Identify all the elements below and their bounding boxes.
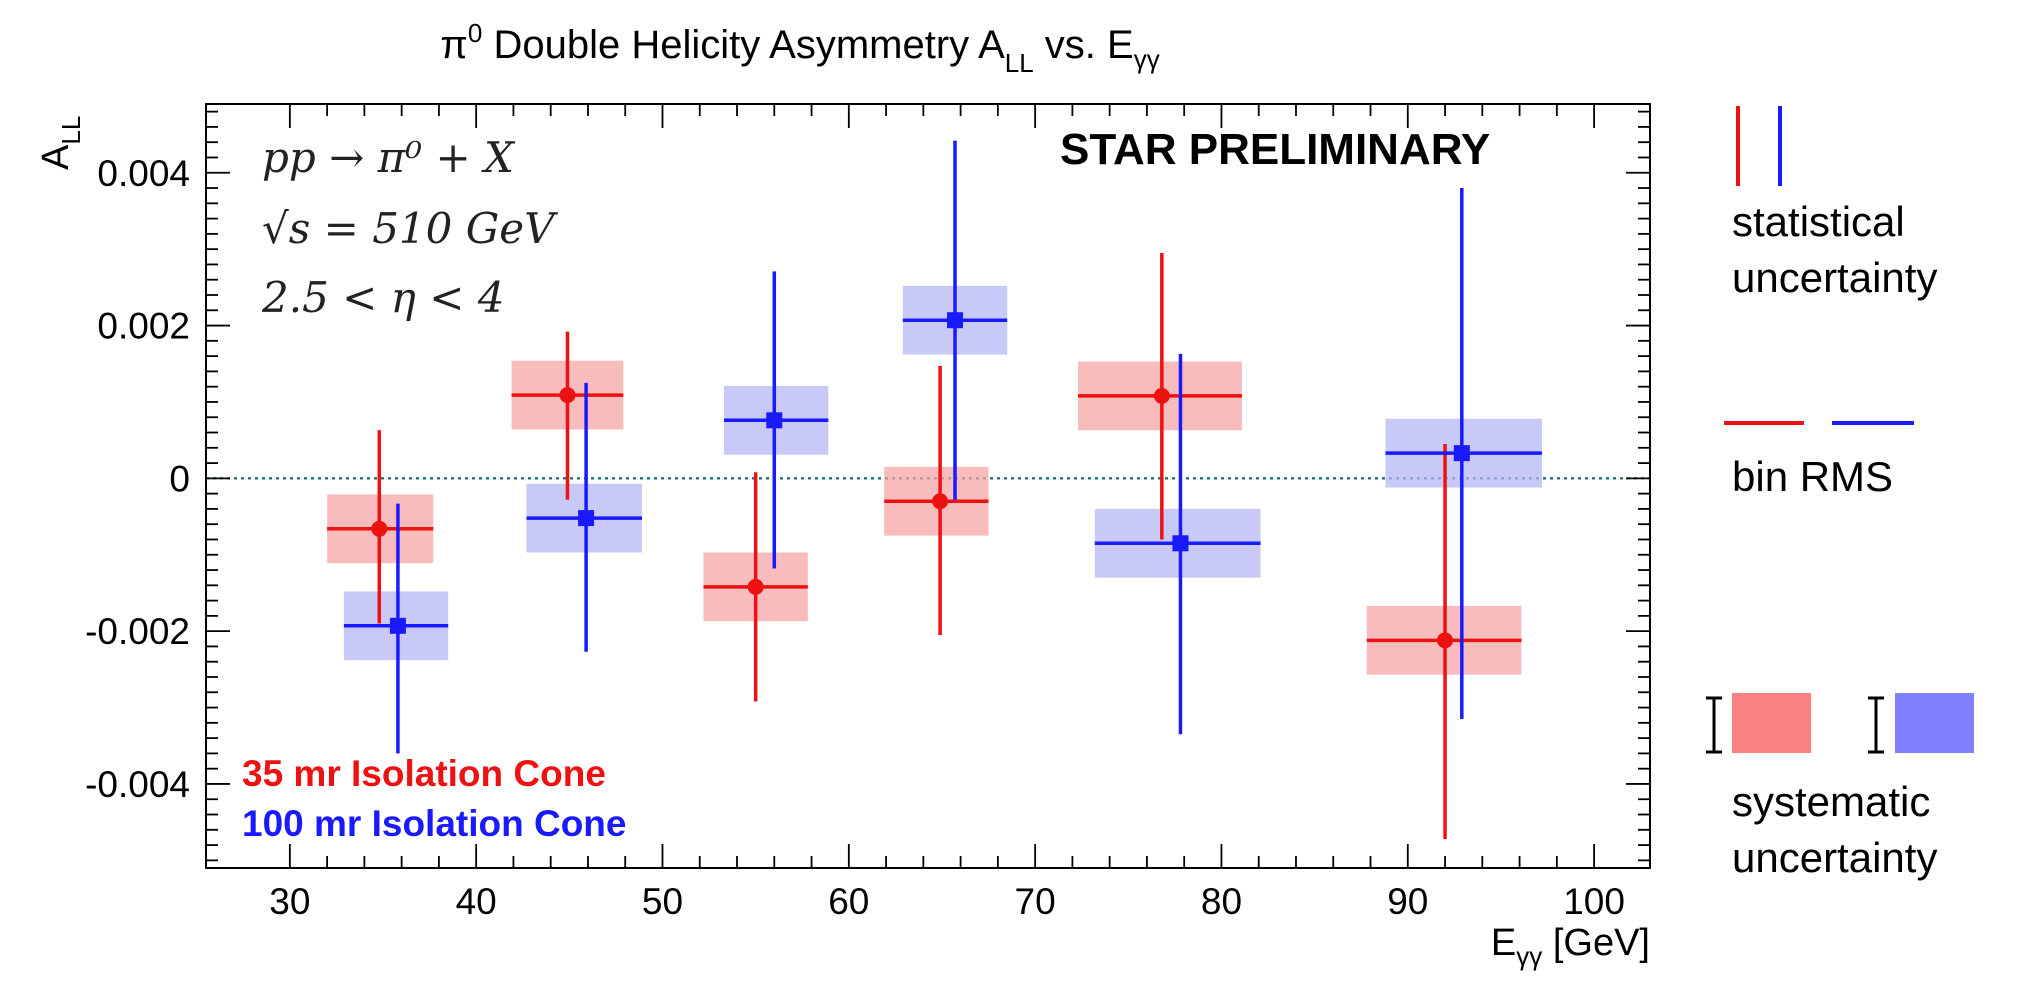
- data-point-red: [747, 578, 764, 595]
- x-tick-label: 40: [456, 881, 497, 922]
- data-point-blue: [766, 412, 783, 429]
- data-point-blue: [389, 617, 406, 634]
- energy-annotation: √s = 510 GeV: [262, 204, 558, 253]
- legend-100mr: 100 mr Isolation Cone: [242, 803, 627, 844]
- data-point-blue: [947, 312, 964, 329]
- key-stat-text: uncertainty: [1732, 254, 1937, 301]
- data-point-red: [371, 520, 388, 537]
- key-sys-blue-box: [1895, 693, 1974, 753]
- y-tick-label: 0: [169, 458, 190, 499]
- key-sys-red-box: [1732, 693, 1811, 753]
- systematic-boxes: [327, 285, 1542, 675]
- y-tick-label: 0.002: [97, 306, 190, 347]
- x-tick-label: 70: [1015, 881, 1056, 922]
- reaction-annotation: pp → π⁰ + X: [262, 133, 516, 182]
- y-tick-label: -0.002: [85, 611, 190, 652]
- preliminary-label: STAR PRELIMINARY: [1060, 125, 1490, 174]
- key-sys-blue-bracket: [1868, 696, 1884, 754]
- y-tick-label: 0.004: [97, 153, 190, 194]
- key-sys-text: systematic: [1732, 778, 1930, 825]
- y-tick-labels: -0.004 -0.002 0 0.002 0.004: [85, 153, 190, 805]
- data-point-blue: [1172, 535, 1189, 552]
- uncertainty-key: statistical uncertainty bin RMS systemat…: [1706, 106, 1974, 881]
- key-stat-text: statistical: [1732, 198, 1905, 245]
- plot-frame: [205, 103, 1651, 869]
- x-tick-label: 80: [1201, 881, 1242, 922]
- markers: [371, 312, 1470, 649]
- y-axis-title: ALL: [35, 116, 86, 170]
- key-sys-text: uncertainty: [1732, 834, 1937, 881]
- x-tick-label: 90: [1387, 881, 1428, 922]
- chart-title: π0 Double Helicity Asymmetry ALL vs. Eγγ: [440, 18, 1159, 78]
- tick-marks: [206, 104, 1650, 868]
- eta-annotation: 2.5 < η < 4: [261, 273, 504, 322]
- data-point-red: [1153, 387, 1170, 404]
- key-sys-red-bracket: [1706, 696, 1722, 754]
- x-tick-label: 50: [642, 881, 683, 922]
- y-tick-label: -0.004: [85, 764, 190, 805]
- x-tick-labels: 30 40 50 60 70 80 90 100: [269, 881, 1625, 922]
- data-point-red: [932, 493, 949, 510]
- x-tick-label: 60: [828, 881, 869, 922]
- data-point-blue: [578, 510, 595, 527]
- x-tick-label: 30: [269, 881, 310, 922]
- data-point-red: [559, 387, 576, 404]
- x-axis-title: Eγγ [GeV]: [1491, 922, 1650, 971]
- key-rms-text: bin RMS: [1732, 453, 1893, 500]
- x-tick-label: 100: [1563, 881, 1625, 922]
- legend-35mr: 35 mr Isolation Cone: [242, 753, 606, 794]
- data-point-red: [1437, 632, 1454, 649]
- data-point-blue: [1453, 445, 1470, 462]
